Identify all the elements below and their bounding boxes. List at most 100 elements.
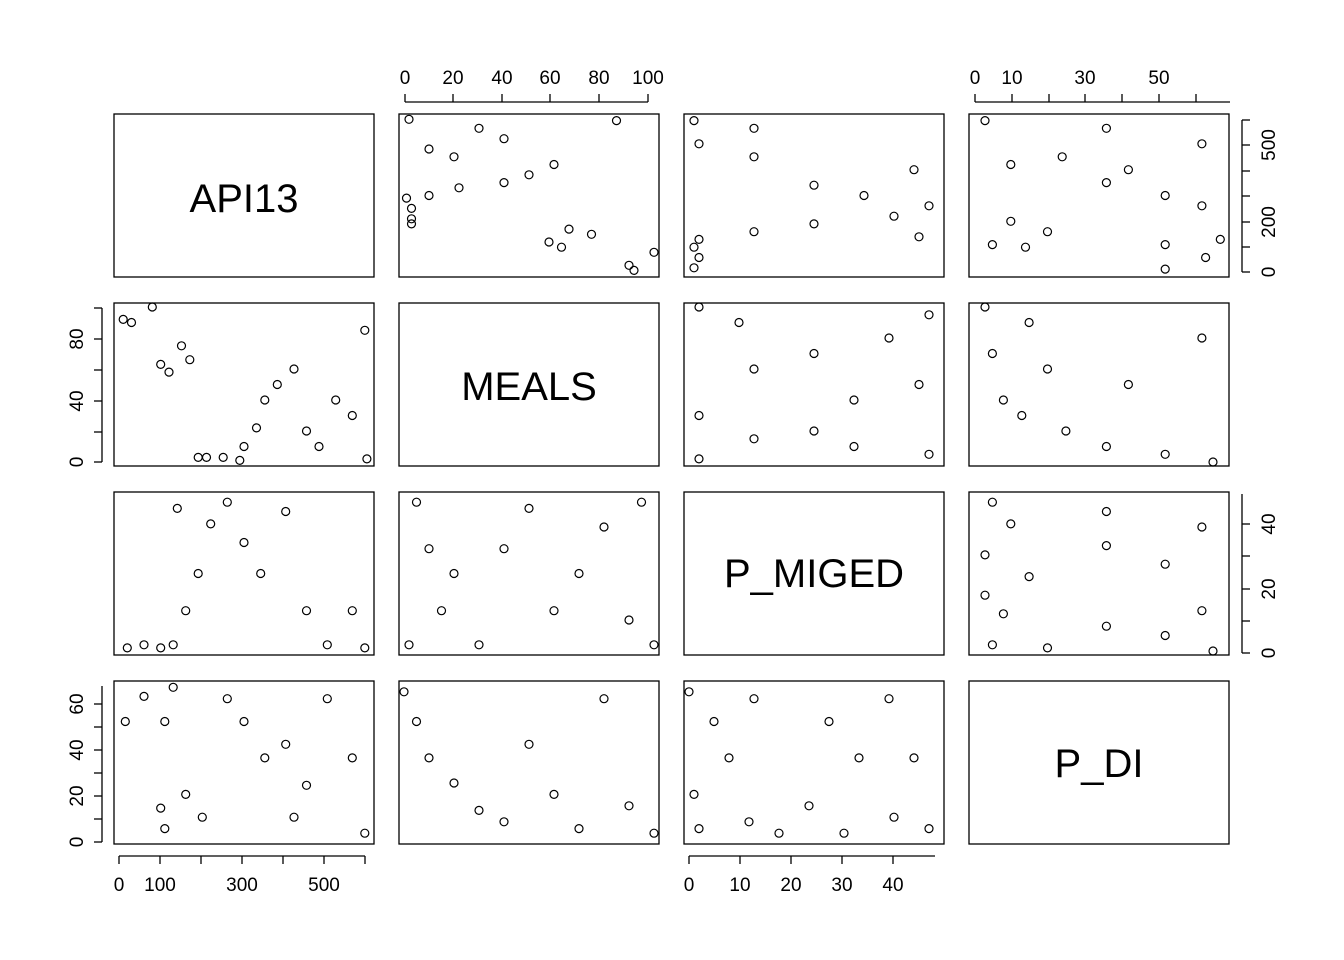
api13-right-tick-label: 200 (1259, 206, 1280, 238)
point-pdi-api13 (1057, 152, 1067, 162)
point-api13-pmiged (281, 506, 291, 517)
point-meals-pmiged (649, 640, 659, 650)
point-api13-meals (314, 441, 324, 452)
point-api13-meals (118, 314, 128, 324)
panel-pmiged-meals (398, 491, 660, 656)
meals-top-tick-label: 0 (400, 68, 411, 89)
point-pmiged-meals (749, 364, 759, 374)
meals-top-tick-label: 40 (491, 68, 512, 89)
panel-pdi-pmiged (683, 680, 945, 845)
pmiged-bottom-tick-label: 0 (684, 875, 695, 896)
point-api13-meals (251, 423, 262, 433)
label-pdi: P_DI (1055, 742, 1144, 786)
point-api13-pdi (289, 812, 299, 822)
point-pdi-meals (1208, 457, 1218, 467)
point-api13-meals (260, 395, 270, 405)
point-api13-meals (360, 325, 370, 335)
point-meals-api13 (629, 265, 639, 275)
point-pdi-pmiged (1101, 506, 1112, 517)
point-api13-pmiged (239, 537, 249, 548)
point-api13-pdi (347, 753, 357, 763)
point-pdi-meals (1197, 333, 1207, 343)
point-api13-pmiged (122, 643, 132, 653)
point-pdi-pmiged (1101, 621, 1112, 631)
point-api13-pdi (181, 789, 191, 800)
pmiged-right-tick-label: 20 (1259, 578, 1280, 599)
point-meals-api13 (624, 260, 634, 270)
point-api13-meals (331, 395, 341, 405)
point-pdi-api13 (1123, 165, 1134, 175)
point-pdi-meals (980, 302, 990, 312)
point-pdi-pmiged (987, 640, 998, 650)
pmiged-bottom-ticks: 0 10 20 30 40 (684, 856, 904, 896)
point-meals-api13 (499, 178, 509, 188)
point-pdi-api13 (1160, 240, 1170, 250)
point-api13-meals (156, 359, 166, 369)
point-api13-pdi (197, 812, 207, 822)
point-pmiged-api13 (889, 211, 899, 221)
point-pmiged-pdi (884, 694, 894, 704)
point-meals-pdi (599, 694, 609, 704)
panel-pdi-diagonal (968, 680, 1230, 845)
panel-api13-meals (398, 113, 660, 278)
panel-pdi-api13 (113, 680, 375, 845)
pmiged-right-tick-label: 0 (1259, 648, 1280, 659)
meals-top-tick-label: 100 (632, 68, 664, 89)
point-meals-pdi (424, 753, 434, 763)
point-api13-meals (235, 455, 245, 465)
point-api13-meals (185, 355, 195, 365)
point-meals-pmiged (524, 503, 534, 513)
point-api13-meals (193, 452, 203, 462)
panel-api13-pdi (968, 113, 1230, 278)
point-meals-pdi (574, 823, 584, 834)
point-pdi-pmiged (1042, 643, 1053, 653)
point-pdi-api13 (1160, 190, 1170, 201)
point-pmiged-pdi (804, 801, 814, 811)
point-meals-pmiged (474, 640, 484, 650)
pmiged-bottom-tick-label: 20 (780, 875, 801, 896)
point-pmiged-pdi (839, 828, 849, 838)
point-api13-pdi (281, 739, 291, 749)
pmiged-right-ticks: 0 20 40 (1242, 513, 1280, 658)
point-meals-pmiged (499, 544, 509, 554)
point-meals-pdi (399, 687, 409, 697)
point-pmiged-pdi (709, 716, 719, 727)
point-pmiged-api13 (909, 165, 919, 175)
point-meals-pmiged (449, 568, 459, 579)
point-api13-pmiged (347, 606, 357, 616)
pdi-top-tick-label: 10 (1001, 68, 1022, 89)
point-api13-pmiged (301, 606, 312, 616)
panel-pmiged-pdi (968, 491, 1230, 656)
point-pmiged-pdi (909, 753, 919, 763)
point-api13-meals (164, 367, 174, 377)
point-api13-pmiged (156, 643, 166, 653)
meals-top-tick-label: 60 (539, 68, 560, 89)
point-pdi-pmiged (1006, 519, 1016, 529)
point-pmiged-api13 (694, 252, 704, 263)
point-pmiged-api13 (694, 234, 704, 244)
pmiged-bottom-tick-label: 40 (882, 875, 903, 896)
api13-bottom-tick-label: 100 (144, 875, 176, 896)
pdi-left-tick-label: 0 (67, 837, 88, 848)
point-api13-pmiged (172, 503, 182, 513)
point-api13-pmiged (222, 497, 232, 507)
point-pmiged-meals (884, 333, 894, 343)
point-meals-pmiged (424, 544, 434, 554)
point-pmiged-api13 (689, 115, 699, 126)
point-pdi-api13 (1160, 264, 1170, 274)
point-api13-pdi (160, 716, 170, 727)
panel-meals-pdi (968, 302, 1230, 467)
point-pmiged-meals (809, 426, 819, 436)
panel-api13-pmiged (683, 113, 945, 278)
point-api13-meals (176, 341, 187, 351)
point-api13-meals (301, 426, 312, 436)
meals-left-ticks: 0 40 80 (67, 307, 102, 467)
point-pdi-meals (1123, 379, 1134, 390)
point-pdi-meals (1160, 449, 1170, 459)
point-pdi-pmiged (1197, 522, 1207, 532)
point-pmiged-meals (849, 395, 859, 405)
point-api13-pdi (160, 823, 170, 834)
point-meals-pdi (524, 739, 534, 749)
point-api13-meals (201, 452, 212, 462)
point-pmiged-pdi (689, 789, 699, 800)
